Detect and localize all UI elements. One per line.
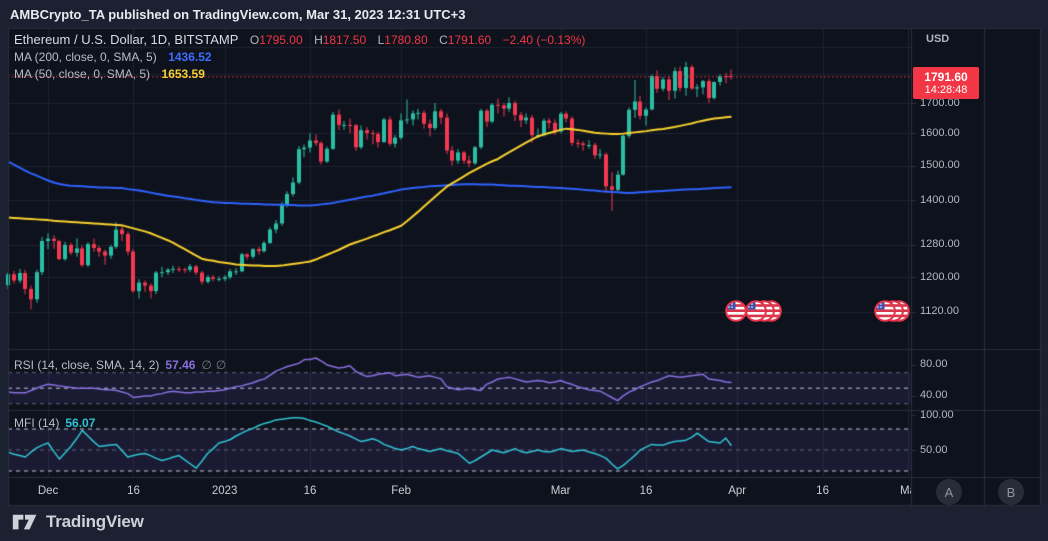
tradingview-logo-icon [12, 514, 37, 530]
price-tick-label: 1120.00 [920, 305, 959, 318]
rsi-empty-values: ∅ ∅ [201, 358, 227, 372]
price-tick-label: 1280.00 [920, 238, 960, 251]
low-label: L [377, 33, 385, 47]
time-axis[interactable]: Dec 16 2023 16 Feb Mar 16 Apr 16 Ma [8, 478, 911, 506]
open-value: 1795.00 [259, 33, 303, 47]
us-flag-event-icon[interactable] [874, 300, 896, 322]
price-tick-label: 1200.00 [920, 270, 960, 283]
high-value: 1817.50 [322, 33, 367, 47]
change-value: −2.40 (−0.13%) [502, 33, 586, 47]
ma50-value: 1653.59 [161, 67, 205, 81]
low-value: 1780.80 [384, 33, 428, 47]
rsi-label: RSI (14, close, SMA, 14, 2) [14, 358, 160, 372]
mfi-tick-label: 100.00 [920, 408, 954, 421]
mfi-label: MFI (14) [14, 416, 60, 430]
time-tick-label: 16 [127, 485, 140, 497]
rsi-tick-label: 40.00 [920, 389, 948, 402]
time-tick-label: 2023 [211, 485, 238, 497]
us-flag-event-icon[interactable] [725, 300, 747, 322]
attribution-text: AMBCrypto_TA published on TradingView.co… [10, 7, 466, 22]
mfi-tick-label: 50.00 [920, 443, 948, 456]
price-tick-label: 1500.00 [920, 159, 960, 172]
price-tick-label: 1400.00 [920, 193, 960, 206]
rsi-legend-row[interactable]: RSI (14, close, SMA, 14, 2) 57.46 ∅ ∅ [14, 356, 226, 374]
axis-button-b[interactable]: B [998, 479, 1024, 505]
chart-legend: Ethereum / U.S. Dollar, 1D, BITSTAMP O17… [14, 32, 585, 83]
time-tick-label: Ma [900, 485, 911, 497]
time-tick-label: Apr [728, 485, 747, 497]
mfi-legend-row[interactable]: MFI (14) 56.07 [14, 414, 95, 432]
us-flag-event-icon[interactable] [745, 300, 767, 322]
ma200-legend-row[interactable]: MA (200, close, 0, SMA, 5) 1436.52 [14, 49, 585, 65]
last-price-value: 1791.60 [924, 69, 968, 84]
time-tick-label: 16 [303, 485, 317, 497]
ma200-label: MA (200, close, 0, SMA, 5) [14, 50, 157, 64]
price-axis-currency-label: USD [926, 33, 950, 45]
last-price-badge: 1791.60 14:28:48 [913, 67, 979, 99]
close-label: C [439, 33, 448, 47]
price-tick-label: 1700.00 [920, 96, 960, 109]
time-tick-label: Dec [37, 485, 59, 497]
rsi-tick-label: 80.00 [920, 358, 948, 371]
ma50-label: MA (50, close, 0, SMA, 5) [14, 67, 151, 81]
time-tick-label: 16 [816, 485, 829, 497]
bar-close-countdown: 14:28:48 [924, 83, 968, 96]
price-tick-label: 1600.00 [920, 126, 960, 139]
mfi-value: 56.07 [65, 416, 96, 430]
time-tick-label: Feb [391, 485, 412, 497]
tradingview-logo[interactable]: TradingView [12, 512, 144, 532]
ma200-value: 1436.52 [168, 50, 212, 64]
axis-button-a[interactable]: A [936, 479, 962, 505]
close-value: 1791.60 [447, 33, 492, 47]
ma50-legend-row[interactable]: MA (50, close, 0, SMA, 5) 1653.59 [14, 66, 585, 82]
time-tick-label: Mar [550, 485, 571, 497]
open-label: O [249, 33, 260, 47]
time-tick-label: 16 [639, 485, 653, 497]
high-label: H [314, 33, 323, 47]
symbol-title: Ethereum / U.S. Dollar, 1D, BITSTAMP [14, 32, 239, 47]
rsi-value: 57.46 [165, 358, 196, 372]
tradingview-logo-text: TradingView [46, 512, 144, 531]
symbol-legend-row[interactable]: Ethereum / U.S. Dollar, 1D, BITSTAMP O17… [14, 32, 585, 48]
